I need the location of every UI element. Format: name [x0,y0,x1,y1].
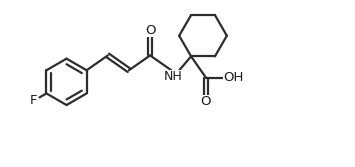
Text: O: O [145,24,155,37]
Text: OH: OH [223,71,244,84]
Text: F: F [30,94,38,107]
Text: O: O [201,95,211,108]
Text: NH: NH [164,70,182,83]
